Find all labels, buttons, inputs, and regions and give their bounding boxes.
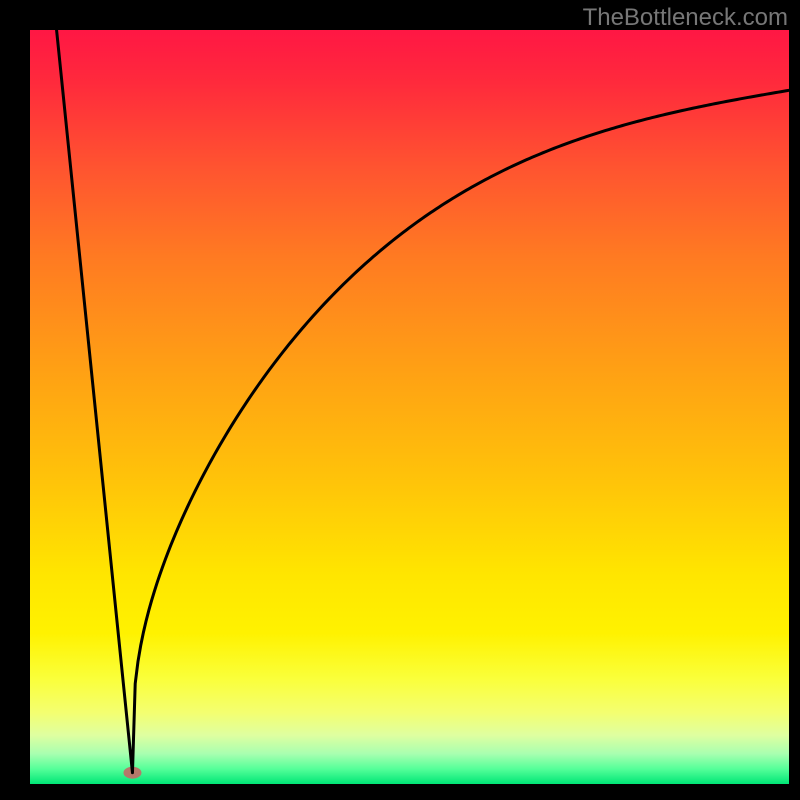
- plot-svg: [0, 0, 800, 800]
- watermark-text: TheBottleneck.com: [583, 4, 788, 32]
- figure-root: TheBottleneck.com: [0, 0, 800, 800]
- plot-background: [30, 30, 789, 784]
